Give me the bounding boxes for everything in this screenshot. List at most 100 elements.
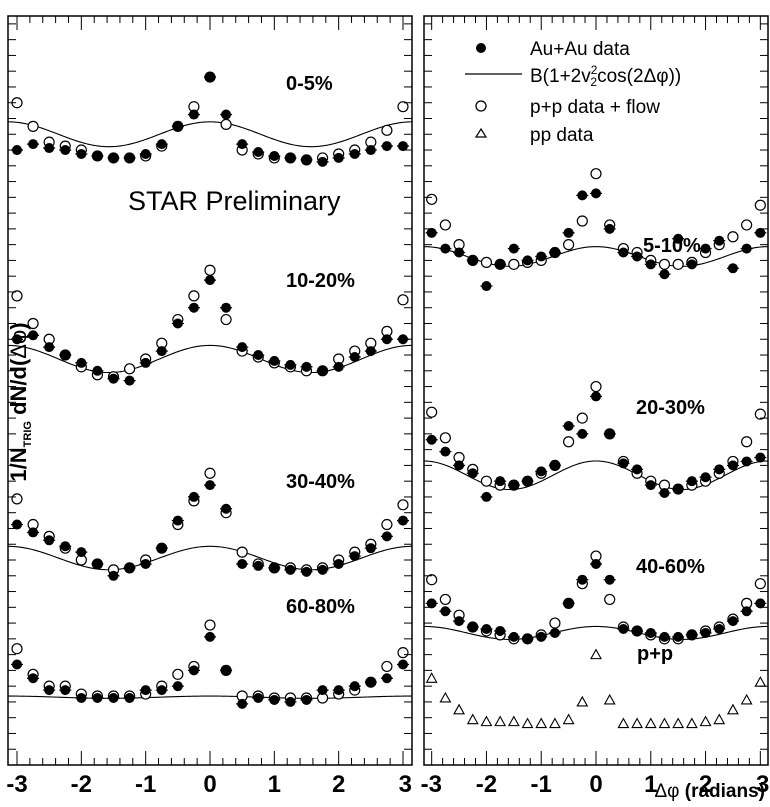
pp-flow-point — [754, 408, 766, 420]
auau-point — [755, 598, 766, 609]
flow-curve-30-40% — [7, 545, 413, 571]
auau-point — [76, 547, 87, 558]
auau-point — [333, 685, 344, 696]
legend-flow-part-a: B(1+2v — [530, 66, 591, 87]
pp-point — [644, 717, 657, 729]
pp-flow-point — [236, 546, 248, 558]
pp-flow-point — [658, 258, 671, 270]
pp-flow-point — [604, 593, 616, 606]
pp-flow-point — [426, 406, 438, 418]
auau-point — [727, 460, 738, 471]
auau-point — [426, 227, 437, 238]
auau-point — [577, 190, 588, 201]
auau-point — [301, 566, 312, 577]
auau-point — [659, 487, 670, 498]
pp-point — [617, 717, 630, 729]
pp-point — [507, 715, 520, 727]
pp-point — [603, 693, 616, 705]
auau-point — [381, 531, 392, 542]
centrality-label: p+p — [637, 643, 673, 665]
pp-flow-point — [397, 101, 409, 113]
x-tick-label: -3 — [421, 771, 442, 798]
auau-point — [108, 373, 119, 384]
auau-point — [108, 152, 119, 163]
star-preliminary-annotation: STAR Preliminary — [128, 186, 341, 216]
auau-point — [467, 468, 478, 479]
auau-point — [253, 692, 264, 703]
auau-point — [28, 527, 39, 538]
auau-point — [76, 148, 87, 159]
axis-ticks — [8, 16, 768, 766]
auau-point — [604, 574, 615, 585]
auau-point — [140, 148, 151, 159]
auau-point — [237, 698, 248, 709]
auau-point — [28, 330, 39, 341]
flow-curve-40-60% — [423, 625, 769, 640]
pp-point — [754, 676, 767, 687]
centrality-label: 20-30% — [636, 397, 705, 419]
flow-curve-10-20% — [7, 344, 413, 374]
pp-flow-point — [11, 290, 23, 302]
auau-point — [714, 464, 725, 475]
auau-point — [522, 255, 533, 266]
pp-point — [672, 717, 685, 729]
auau-point — [172, 121, 183, 132]
y-label-part-b: dN/d( — [6, 358, 31, 421]
auau-point — [645, 480, 656, 491]
auau-point — [333, 558, 344, 569]
pp-point — [480, 715, 493, 727]
pp-flow-point — [188, 290, 200, 302]
y-label-subscript: TRIG — [22, 421, 34, 447]
auau-point — [221, 109, 232, 120]
pp-flow-point — [439, 593, 451, 606]
pp-flow-point — [741, 436, 753, 448]
auau-point — [349, 148, 360, 159]
auau-point — [508, 243, 519, 254]
auau-point — [495, 476, 506, 487]
auau-point — [188, 665, 199, 676]
auau-point — [333, 152, 344, 163]
auau-point — [632, 251, 643, 262]
centrality-label: 40-60% — [636, 556, 705, 578]
auau-point — [108, 570, 119, 581]
auau-point — [700, 472, 711, 483]
auau-point — [741, 243, 752, 254]
auau-point — [140, 357, 151, 368]
auau-point — [755, 227, 766, 238]
auau-point — [563, 227, 574, 238]
auau-point — [426, 434, 437, 445]
pp-point — [658, 717, 671, 729]
auau-point — [632, 464, 643, 475]
auau-point — [440, 243, 451, 254]
auau-point — [440, 446, 451, 457]
auau-point — [205, 275, 215, 286]
pp-point — [713, 713, 726, 725]
auau-point — [577, 574, 588, 585]
pp-flow-point — [426, 193, 438, 205]
auau-point — [549, 627, 560, 638]
auau-point — [481, 281, 492, 292]
auau-point — [60, 145, 71, 156]
pp-flow-point — [27, 120, 39, 132]
auau-point — [632, 625, 643, 636]
legend-label-auau: Au+Au data — [530, 39, 630, 60]
data-markers — [11, 71, 767, 729]
auau-point — [285, 152, 296, 163]
auau-point — [714, 235, 725, 246]
auau-point — [365, 677, 376, 688]
auau-point — [156, 685, 167, 696]
pp-flow-point — [220, 313, 232, 326]
pp-flow-point — [204, 619, 216, 631]
pp-point — [425, 672, 438, 683]
pp-flow-point — [754, 199, 766, 211]
auau-point — [618, 247, 629, 258]
pp-flow-point — [204, 264, 216, 276]
x-tick-label: 1 — [644, 771, 657, 798]
auau-point — [317, 365, 328, 376]
svg-text:1/NTRIG dN/d(Δφ): 1/NTRIG dN/d(Δφ) — [6, 322, 34, 481]
auau-point — [124, 152, 135, 163]
auau-point — [253, 560, 264, 571]
pp-flow-point — [397, 647, 409, 659]
auau-point — [44, 342, 55, 353]
auau-point — [397, 334, 408, 345]
